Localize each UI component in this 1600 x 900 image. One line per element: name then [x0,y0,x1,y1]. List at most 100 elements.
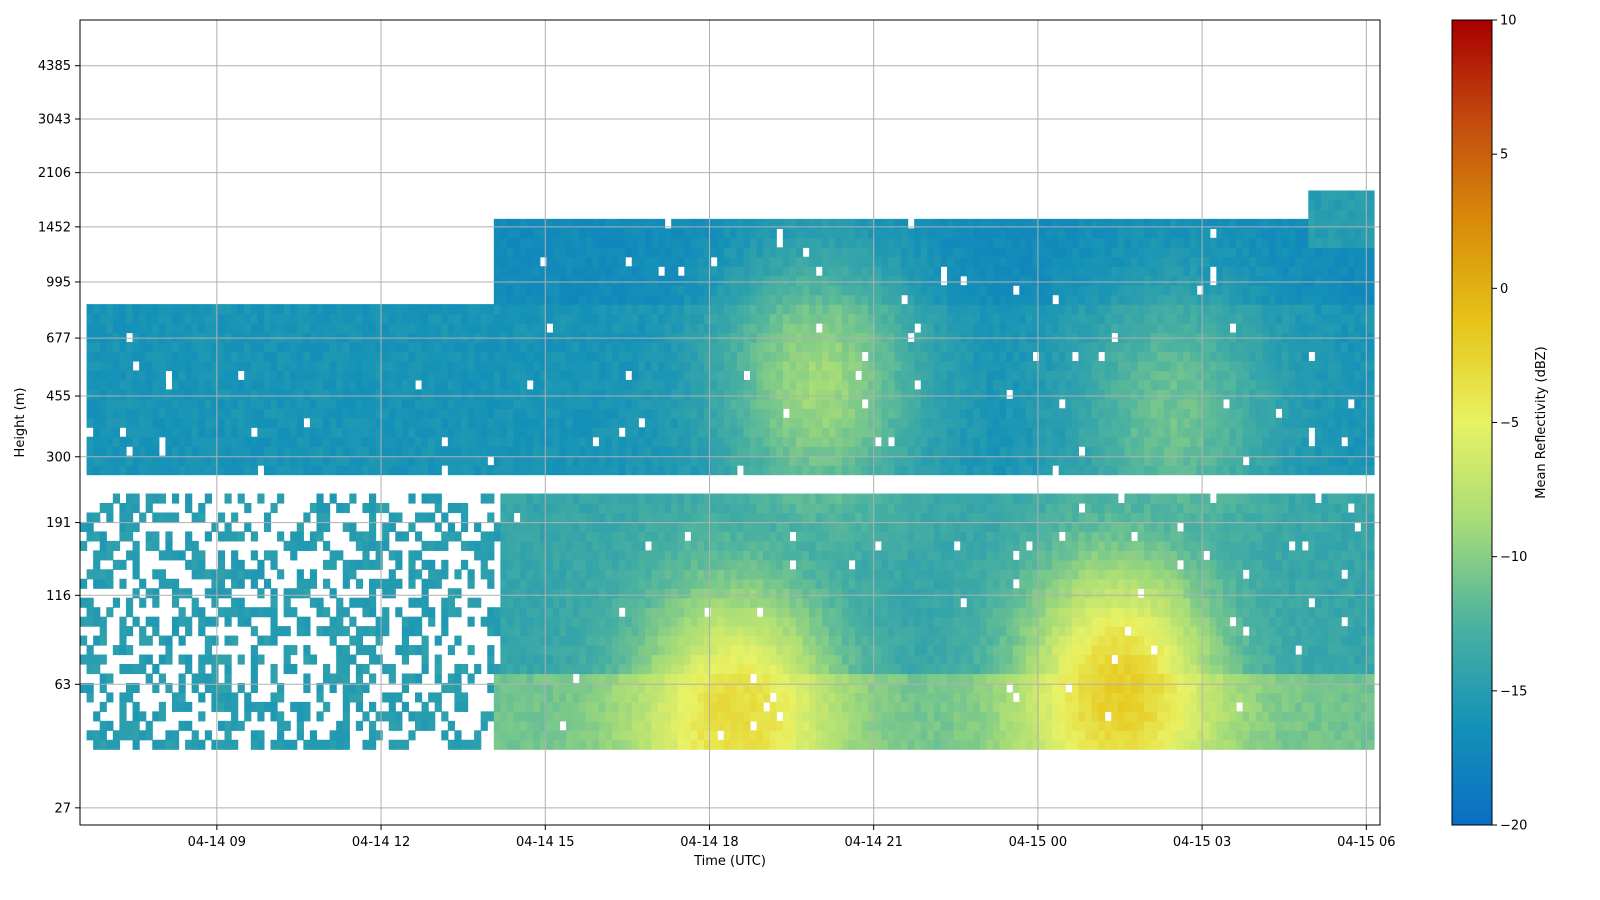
heatmap-cell [671,701,679,712]
heatmap-cell [868,635,876,646]
heatmap-cell [1006,597,1014,608]
heatmap-cell [526,626,534,637]
heatmap-cell [690,540,699,551]
heatmap-cell [454,664,462,675]
heatmap-cell [566,730,574,741]
heatmap-cell [1170,682,1178,694]
heatmap-cell [927,692,935,703]
heatmap-cell [401,531,410,542]
heatmap-cell [572,692,580,703]
heatmap-cell [1229,559,1237,570]
heatmap-cell [1242,493,1250,504]
heatmap-cell [1006,626,1014,637]
heatmap-cell [1071,607,1079,618]
heatmap-cell [467,645,475,656]
heatmap-cell [966,503,974,514]
heatmap-cell [815,521,823,533]
heatmap-cell [454,692,462,703]
heatmap-cell [671,446,679,457]
heatmap-cell [572,664,580,675]
heatmap-cell [454,701,462,712]
heatmap-cell [690,531,699,542]
heatmap-cell [618,682,626,694]
heatmap-cell [684,559,692,570]
heatmap-cell [1084,512,1093,523]
heatmap-cell [730,436,738,447]
heatmap-cell [1078,493,1086,504]
heatmap-cell [106,569,114,580]
heatmap-cell [1084,465,1093,476]
heatmap-cell [1308,607,1316,618]
heatmap-cell [1249,512,1257,523]
heatmap-cell [920,465,928,476]
heatmap-cell [671,720,679,731]
heatmap-cell [1150,521,1158,533]
heatmap-cell [730,664,738,675]
heatmap-cell [539,692,547,703]
heatmap-cell [349,692,357,703]
heatmap-cell [940,701,948,712]
heatmap-cell [388,720,396,731]
heatmap-cell [763,493,771,504]
heatmap-cell [441,559,449,570]
heatmap-cell [1111,531,1119,542]
heatmap-cell [493,436,501,447]
heatmap-cell [395,578,403,589]
heatmap-cell [1341,503,1349,514]
heatmap-cell [1157,720,1165,731]
heatmap-cell [552,559,561,570]
heatmap-cell [1117,701,1125,712]
heatmap-cell [500,597,508,608]
heatmap-cell [1236,645,1244,656]
heatmap-cell [1032,730,1040,741]
heatmap-cell [1209,531,1217,542]
heatmap-cell [362,597,370,608]
heatmap-cell [993,682,1001,694]
heatmap-cell [421,540,429,551]
heatmap-cell [1321,673,1329,684]
heatmap-cell [605,682,613,694]
heatmap-cell [1301,654,1309,665]
heatmap-cell [868,626,876,637]
heatmap-cell [211,701,219,712]
heatmap-cell [217,607,226,618]
heatmap-cell [1144,569,1152,580]
heatmap-cell [999,597,1007,608]
heatmap-cell [690,626,699,637]
heatmap-cell [1288,730,1296,741]
heatmap-cell [605,692,613,703]
heatmap-cell [1347,559,1355,570]
heatmap-cell [1341,455,1349,466]
heatmap-cell [644,616,653,627]
heatmap-cell [559,559,567,570]
heatmap-cell [336,720,344,731]
heatmap-cell [204,654,212,665]
heatmap-cell [428,512,436,523]
heatmap-cell [1236,682,1244,694]
heatmap-cell [769,503,777,514]
heatmap-cell [1203,673,1211,684]
heatmap-cell [1334,673,1342,684]
heatmap-cell [690,654,699,665]
heatmap-cell [1268,682,1277,694]
heatmap-cell [1012,664,1020,675]
heatmap-cell [1222,550,1231,561]
heatmap-cell [736,711,745,722]
heatmap-cell [1078,588,1086,599]
heatmap-cell [1288,607,1296,618]
heatmap-cell [927,616,935,627]
heatmap-cell [1301,578,1309,589]
heatmap-cell [559,446,567,457]
heatmap-cell [1038,682,1047,694]
heatmap-cell [717,711,725,722]
heatmap-cell [1019,664,1027,675]
heatmap-cell [336,739,344,750]
heatmap-cell [664,692,672,703]
heatmap-cell [690,597,699,608]
heatmap-cell [848,455,856,466]
heatmap-cell [979,607,988,618]
heatmap-cell [1229,673,1237,684]
heatmap-cell [802,664,810,675]
heatmap-cell [1282,664,1290,675]
heatmap-cell [369,446,377,457]
